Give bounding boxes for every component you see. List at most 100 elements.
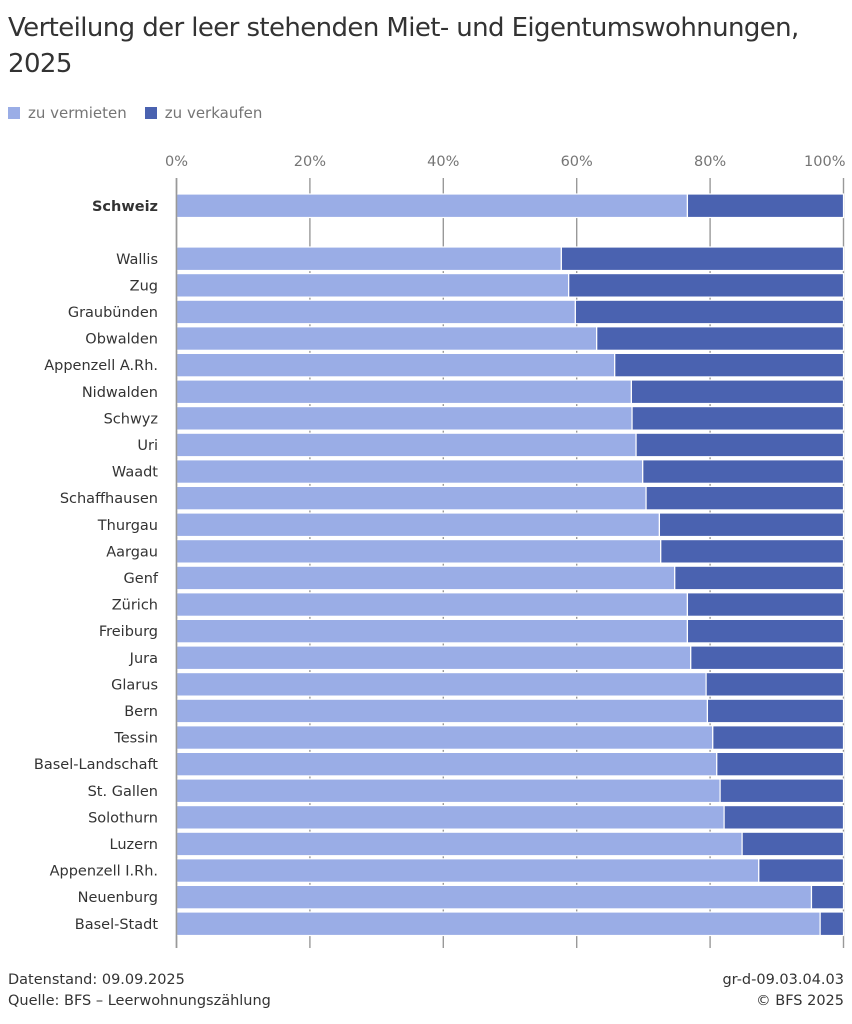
category-label: Waadt [112,465,158,481]
bar-segment-zu-vermieten [175,326,598,351]
bar-segment-zu-verkaufen [630,379,845,405]
chart-code: gr-d-09.03.04.03 [722,972,844,988]
bar-segment-zu-verkaufen [574,299,845,325]
legend: zu vermieten zu verkaufen [8,104,262,122]
category-label: Basel-Stadt [75,917,159,933]
bar-segment-zu-vermieten [175,911,821,937]
source: Quelle: BFS – Leerwohnungszählung [8,993,271,1009]
category-label: Luzern [110,837,158,853]
bar-segment-zu-verkaufen [719,778,845,804]
bar-segment-zu-verkaufen [810,884,845,910]
copyright: © BFS 2025 [756,993,844,1009]
legend-label: zu vermieten [28,104,127,122]
category-label: Neuenburg [78,890,158,906]
bar-segment-zu-vermieten [175,299,576,325]
bar-segment-zu-vermieten [175,193,689,219]
bar-segment-zu-vermieten [175,831,743,857]
x-tick-label: 0% [165,154,188,170]
bar-segment-zu-verkaufen [674,565,845,591]
bar-segment-zu-vermieten [175,618,689,644]
category-label: Freiburg [99,624,158,640]
x-tick-label: 20% [294,154,326,170]
bar-segment-zu-verkaufen [705,671,845,697]
bar-segment-zu-verkaufen [645,485,845,511]
bar-segment-zu-verkaufen [716,751,845,777]
bar-segment-zu-verkaufen [758,858,845,883]
chart-title: Verteilung der leer stehenden Miet- und … [8,13,799,79]
bar-segment-zu-vermieten [175,751,718,777]
category-label: Tessin [113,731,158,747]
bar-segment-zu-vermieten [175,592,689,617]
bar-segment-zu-vermieten [175,539,662,564]
legend-label: zu verkaufen [164,104,263,122]
category-label: Schaffhausen [60,491,158,507]
bar-segment-zu-verkaufen [686,592,845,617]
category-label: Nidwalden [82,385,158,401]
bar-segment-zu-vermieten [175,512,661,538]
bar-segment-zu-verkaufen [635,432,845,458]
chart-plot: 0% 20% 40% 60% 80% 100% Schweiz Wallis Zug Graubü… [34,154,846,948]
category-label: Zug [130,278,158,294]
bar-segment-zu-vermieten [175,858,760,883]
x-tick-label: 100% [804,154,845,170]
legend-swatch-zu-verkaufen [144,107,157,119]
bar-segment-zu-vermieten [175,671,707,697]
bar-segment-zu-verkaufen [568,273,845,298]
bar-segment-zu-vermieten [175,273,570,298]
footer-right: gr-d-09.03.04.03 © BFS 2025 [722,970,844,1012]
bar-segment-zu-verkaufen [686,618,845,644]
category-label: Glarus [111,677,158,693]
bar-segment-zu-verkaufen [712,725,845,750]
bar-segment-zu-verkaufen [631,406,845,431]
x-tick-label: 40% [427,154,459,170]
bar-segment-zu-verkaufen [660,539,845,564]
bar-segment-zu-verkaufen [686,193,845,219]
category-label: Obwalden [85,332,158,348]
bar-segment-zu-vermieten [175,379,632,405]
category-label: Aargau [106,544,158,560]
category-label: Zürich [112,598,158,614]
bar-segment-zu-vermieten [175,246,562,272]
category-label: Schwyz [104,411,158,427]
legend-item-zu-verkaufen[interactable]: zu verkaufen [144,104,263,122]
footer-left: Datenstand: 09.09.2025 Quelle: BFS – Lee… [8,970,271,1012]
bar-segment-zu-verkaufen [658,512,845,538]
data-date: Datenstand: 09.09.2025 [8,972,185,988]
bar-segment-zu-verkaufen [723,804,845,830]
category-label: Thurgau [97,518,158,534]
bar-segment-zu-vermieten [175,884,813,910]
bar-segment-zu-verkaufen [819,911,845,937]
category-label: St. Gallen [88,784,158,800]
bar-segment-zu-verkaufen [706,698,845,724]
category-label: Basel-Landschaft [34,757,158,773]
bar-segment-zu-vermieten [175,459,644,484]
category-label: Bern [124,704,158,720]
bar-segment-zu-verkaufen [741,831,845,857]
category-label: Appenzell A.Rh. [44,358,158,374]
bar-segment-zu-vermieten [175,804,725,830]
bar-segment-zu-vermieten [175,725,714,750]
bar-segment-zu-vermieten [175,778,721,804]
category-label: Graubünden [68,305,158,321]
bar-segment-zu-vermieten [175,406,633,431]
bar-segment-zu-verkaufen [690,645,845,671]
category-label: Appenzell I.Rh. [50,864,158,880]
bar-segment-zu-verkaufen [642,459,845,484]
bar-segment-zu-verkaufen [596,326,845,351]
bar-segment-zu-vermieten [175,698,709,724]
x-tick-label: 60% [561,154,593,170]
legend-swatch-zu-vermieten [8,107,20,119]
x-tick-label: 80% [694,154,726,170]
bar-segment-zu-vermieten [175,565,676,591]
category-label: Uri [137,438,158,454]
category-label: Schweiz [92,199,158,215]
bar-segment-zu-vermieten [175,645,692,671]
bar-segment-zu-vermieten [175,432,637,458]
category-label: Wallis [116,252,158,268]
category-label: Jura [129,651,158,667]
bar-segment-zu-verkaufen [560,246,845,272]
bar-segment-zu-vermieten [175,485,647,511]
category-label: Genf [124,571,159,587]
legend-item-zu-vermieten[interactable]: zu vermieten [8,104,127,122]
bar-segment-zu-verkaufen [614,352,845,378]
